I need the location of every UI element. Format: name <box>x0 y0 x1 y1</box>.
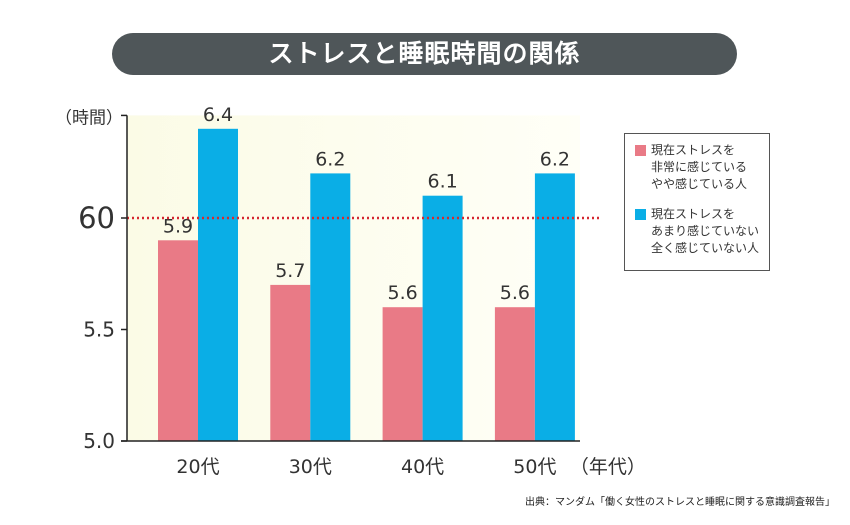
bar-40代-s1 <box>382 307 423 441</box>
y-tick-label: 5.0 <box>83 429 115 453</box>
legend-swatch-pink <box>635 145 646 156</box>
x-axis-label: （年代） <box>570 456 646 478</box>
legend-text: やや感じている人 <box>651 177 748 191</box>
bar-50代-s2 <box>534 173 575 441</box>
x-tick-label: 40代 <box>401 456 444 478</box>
data-label: 6.2 <box>540 148 570 170</box>
legend-text: あまり感じていない <box>651 224 760 238</box>
data-label: 5.7 <box>275 260 305 282</box>
source-note: 出典：マンダム「働く女性のストレスと睡眠に関する意識調査報告」 <box>525 497 835 508</box>
y-tick-label: 5.5 <box>83 318 115 342</box>
bar-50代-s1 <box>494 307 535 441</box>
chart-title: ストレスと睡眠時間の関係 <box>112 33 737 75</box>
bar-30代-s1 <box>270 284 311 441</box>
legend-text: 現在ストレスを <box>651 143 736 157</box>
bar-30代-s2 <box>310 173 351 441</box>
legend-text: 現在ストレスを <box>651 207 736 221</box>
bar-40代-s2 <box>422 195 463 441</box>
x-tick-label: 30代 <box>289 456 332 478</box>
y-axis-label: （時間） <box>55 108 123 128</box>
legend-text: 全く感じていない人 <box>651 241 760 255</box>
legend-text: 非常に感じている <box>651 160 748 174</box>
data-label: 6.2 <box>315 148 345 170</box>
legend-item-not-stressed: 現在ストレスを あまり感じていない 全く感じていない人 <box>635 206 759 257</box>
bar-20代-s1 <box>158 240 198 441</box>
data-label: 6.4 <box>203 104 233 126</box>
x-tick-label: 20代 <box>176 456 219 478</box>
data-label: 5.9 <box>163 215 193 237</box>
bar-20代-s2 <box>198 128 238 442</box>
x-tick-label: 50代 <box>513 456 556 478</box>
legend-swatch-blue <box>635 209 646 220</box>
legend-item-stressed: 現在ストレスを 非常に感じている やや感じている人 <box>635 142 747 193</box>
data-label: 5.6 <box>500 282 530 304</box>
data-label: 5.6 <box>387 282 417 304</box>
data-label: 6.1 <box>427 171 457 193</box>
legend: 現在ストレスを 非常に感じている やや感じている人 現在ストレスを あまり感じて… <box>624 133 770 271</box>
y-tick-label: 60 <box>78 201 115 235</box>
